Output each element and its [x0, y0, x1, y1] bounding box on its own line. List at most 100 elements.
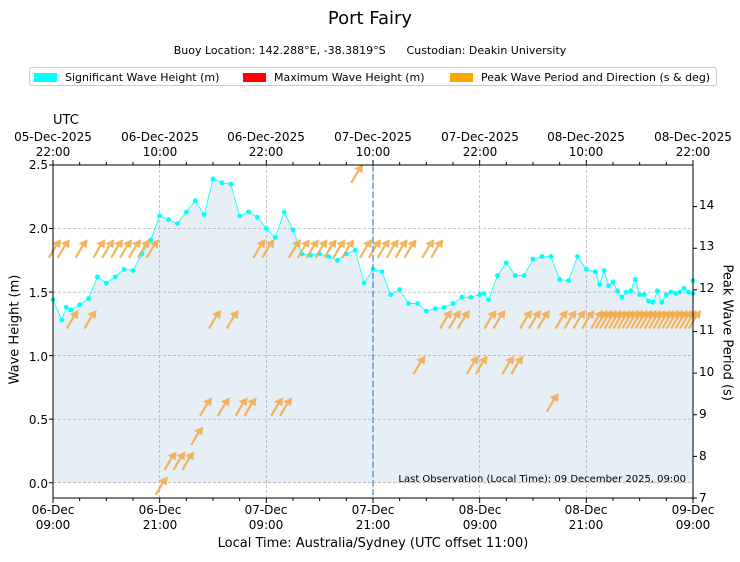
top-tick-label: 08-Dec-2025 10:00 — [547, 130, 625, 159]
wave-height-point — [655, 288, 660, 294]
wave-height-point — [237, 213, 243, 219]
peak-period-arrow — [199, 397, 213, 417]
peak-period-arrow — [314, 239, 328, 259]
peak-period-arrow — [368, 239, 381, 259]
wave-height-point — [615, 288, 620, 294]
wave-height-point — [103, 280, 109, 286]
peak-period-arrow — [323, 239, 337, 259]
wave-height-point — [566, 278, 571, 284]
legend-label: Maximum Wave Height (m) — [274, 71, 425, 84]
peak-period-arrow — [483, 310, 497, 330]
bottom-tick-label: 09-Dec 09:00 — [671, 503, 715, 532]
peak-period-arrow — [563, 310, 577, 330]
peak-period-arrow — [145, 239, 159, 259]
wave-height-point — [157, 213, 163, 219]
peak-period-arrow — [519, 310, 533, 330]
wave-height-point — [255, 214, 260, 220]
custodian: Custodian: Deakin University — [406, 44, 567, 57]
wave-height-point — [326, 254, 331, 259]
wave-height-point — [628, 288, 634, 294]
wave-height-point — [632, 276, 638, 282]
wave-height-point — [388, 292, 394, 298]
peak-period-arrow — [172, 451, 186, 471]
top-tick-label: 05-Dec-2025 22:00 — [14, 130, 92, 159]
wave-height-point — [503, 260, 509, 266]
y-tick-label: 1.0 — [28, 350, 48, 364]
peak-period-arrow — [421, 239, 435, 259]
wave-height-point — [597, 282, 603, 287]
legend-swatch-red — [243, 73, 266, 82]
wave-height-point — [397, 287, 403, 292]
peak-period-arrow — [581, 310, 595, 330]
legend-label: Significant Wave Height (m) — [65, 71, 220, 84]
wave-height-point — [290, 227, 296, 233]
peak-period-arrow — [439, 310, 453, 330]
peak-period-arrow — [74, 239, 88, 259]
peak-period-arrow — [154, 476, 168, 496]
peak-period-arrow — [376, 239, 390, 259]
wave-height-point — [272, 235, 278, 240]
buoy-location: Buoy Location: 142.288°E, -38.3819°S — [173, 44, 386, 57]
chart-legend: Significant Wave Height (m) Maximum Wave… — [29, 67, 717, 86]
peak-period-arrow — [190, 426, 204, 446]
peak-period-arrow — [243, 397, 257, 417]
peak-period-arrow — [545, 393, 559, 413]
top-axis-title: UTC — [53, 113, 79, 128]
wave-height-point — [219, 180, 225, 186]
peak-period-arrow — [474, 355, 488, 375]
wave-height-point — [686, 289, 691, 295]
wave-height-point — [450, 301, 456, 306]
peak-period-arrow — [279, 397, 293, 417]
top-tick-label: 07-Dec-2025 22:00 — [441, 130, 519, 159]
wave-height-point — [406, 301, 411, 306]
peak-period-arrow — [270, 397, 284, 417]
peak-period-arrow — [501, 355, 515, 375]
bottom-tick-label: 06-Dec 21:00 — [138, 503, 182, 532]
peak-period-arrow — [234, 397, 248, 417]
y-tick-label: 0.5 — [28, 413, 48, 427]
wave-height-point — [668, 289, 674, 295]
x-axis-label: Local Time: Australia/Sydney (UTC offset… — [217, 536, 529, 551]
peak-period-arrow — [119, 239, 133, 259]
wave-height-point — [619, 294, 625, 300]
wave-height-point — [468, 294, 474, 300]
wave-height-point — [650, 299, 656, 305]
wave-height-point — [335, 257, 340, 263]
wave-height-point — [59, 317, 65, 323]
wave-height-point — [210, 176, 216, 182]
wave-height-point — [672, 290, 678, 296]
wave-height-point — [68, 307, 74, 313]
wave-height-point — [575, 254, 580, 259]
wave-height-point — [539, 254, 545, 259]
wave-height-point — [246, 209, 251, 215]
peak-period-arrow — [332, 239, 346, 259]
y2-tick-label: 7 — [699, 491, 707, 505]
bottom-tick-label: 07-Dec 21:00 — [351, 503, 395, 532]
wave-height-point — [166, 217, 171, 223]
wave-height-point — [432, 306, 438, 312]
peak-period-arrow — [528, 310, 541, 330]
wave-height-point — [557, 276, 563, 282]
wave-height-point — [592, 269, 598, 275]
wave-height-point — [352, 247, 358, 253]
peak-period-arrow — [394, 239, 408, 259]
peak-period-arrow — [56, 239, 70, 259]
wave-height-point — [486, 297, 491, 303]
wave-height-point — [641, 292, 647, 298]
wave-height-point — [130, 268, 136, 273]
peak-period-arrow — [385, 239, 399, 259]
chart-title: Port Fairy — [327, 8, 413, 29]
peak-period-arrow — [83, 310, 97, 330]
wave-height-point — [77, 302, 83, 308]
chart-subtitle: Buoy Location: 142.288°E, -38.3819°S Cus… — [0, 44, 740, 57]
wave-height-point — [606, 283, 611, 289]
wave-height-point — [663, 292, 669, 298]
peak-period-arrow — [465, 355, 479, 375]
y-tick-label: 2.0 — [28, 222, 48, 236]
wave-height-point — [481, 290, 487, 296]
wave-height-point — [610, 279, 616, 285]
legend-label: Peak Wave Period and Direction (s & deg) — [481, 71, 711, 84]
peak-period-arrow — [448, 310, 461, 330]
peak-period-arrow — [305, 239, 319, 259]
